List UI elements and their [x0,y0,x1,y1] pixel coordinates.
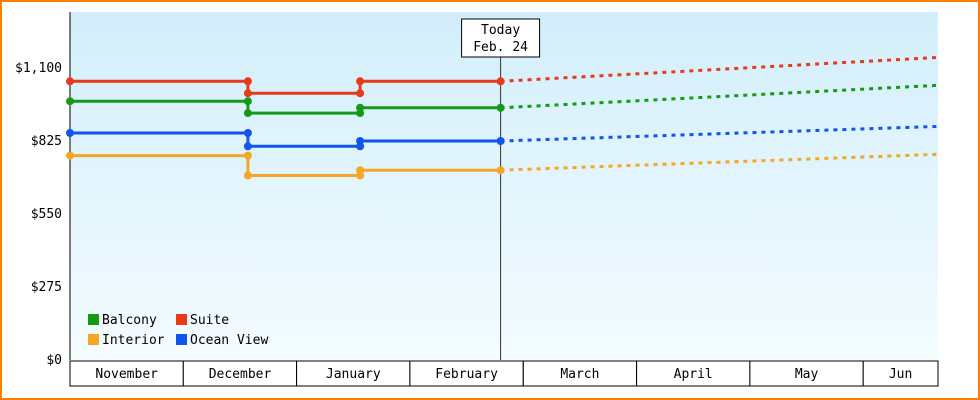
series-point-balcony [356,103,365,112]
legend-label-interior: Interior [102,333,165,348]
legend-swatch-interior [88,334,99,345]
today-label-line1: Today [481,23,520,38]
series-point-suite [496,77,505,86]
x-axis-month-label: Jun [889,367,912,382]
series-projection-balcony [500,83,939,110]
y-axis-tick-label: $825 [31,134,62,149]
plot-area [70,12,938,360]
legend-swatch-suite [176,314,187,325]
x-axis-month-label: March [560,367,599,382]
series-projection-interior [500,152,939,172]
series-line-suite [68,79,503,95]
series-point-balcony [243,109,252,118]
series-line-interior [68,154,503,177]
series-point-balcony [66,97,74,106]
series-point-suite [356,77,365,86]
series-point-ocean-view [66,129,74,137]
series-line-ocean-view [68,131,503,148]
today-label-box [461,18,541,58]
series-point-interior [243,151,252,160]
x-axis-month-label: January [326,367,381,382]
legend-label-balcony: Balcony [102,313,157,328]
series-point-suite [66,77,74,86]
x-axis-month-cell [636,360,751,387]
series-projection-suite [500,55,939,83]
x-axis-month-cell [862,360,939,387]
series-point-interior [356,166,365,175]
series-line-balcony [68,99,503,115]
x-axis-month-label: November [95,367,158,382]
legend-swatch-ocean-view [176,334,187,345]
x-axis-month-label: February [435,367,498,382]
series-point-suite [243,77,252,86]
series-point-interior [243,171,252,180]
x-axis-month-label: December [209,367,272,382]
series-point-suite [356,89,365,98]
series-point-balcony [243,97,252,106]
x-axis-month-label: April [674,367,713,382]
x-axis-month-cell [409,360,524,387]
today-label-line2: Feb. 24 [473,40,528,55]
y-axis-tick-label: $1,100 [15,61,62,76]
series-point-balcony [496,103,505,112]
series-point-ocean-view [243,129,252,137]
legend-label-suite: Suite [190,313,229,328]
series-point-ocean-view [496,137,505,145]
legend-label-ocean-view: Ocean View [190,333,268,348]
series-point-interior [66,151,74,160]
series-point-ocean-view [356,137,365,145]
series-point-ocean-view [243,142,252,151]
series-point-suite [243,89,252,98]
legend-swatch-balcony [88,314,99,325]
y-axis-tick-label: $550 [31,207,62,222]
x-axis-month-cell [296,360,411,387]
series-projection-ocean-view [500,124,939,143]
x-axis-month-cell [522,360,638,387]
series-point-interior [496,166,505,175]
y-axis-tick-label: $275 [31,280,62,295]
y-axis-tick-label: $0 [46,353,62,368]
x-axis-month-label: May [795,367,819,382]
